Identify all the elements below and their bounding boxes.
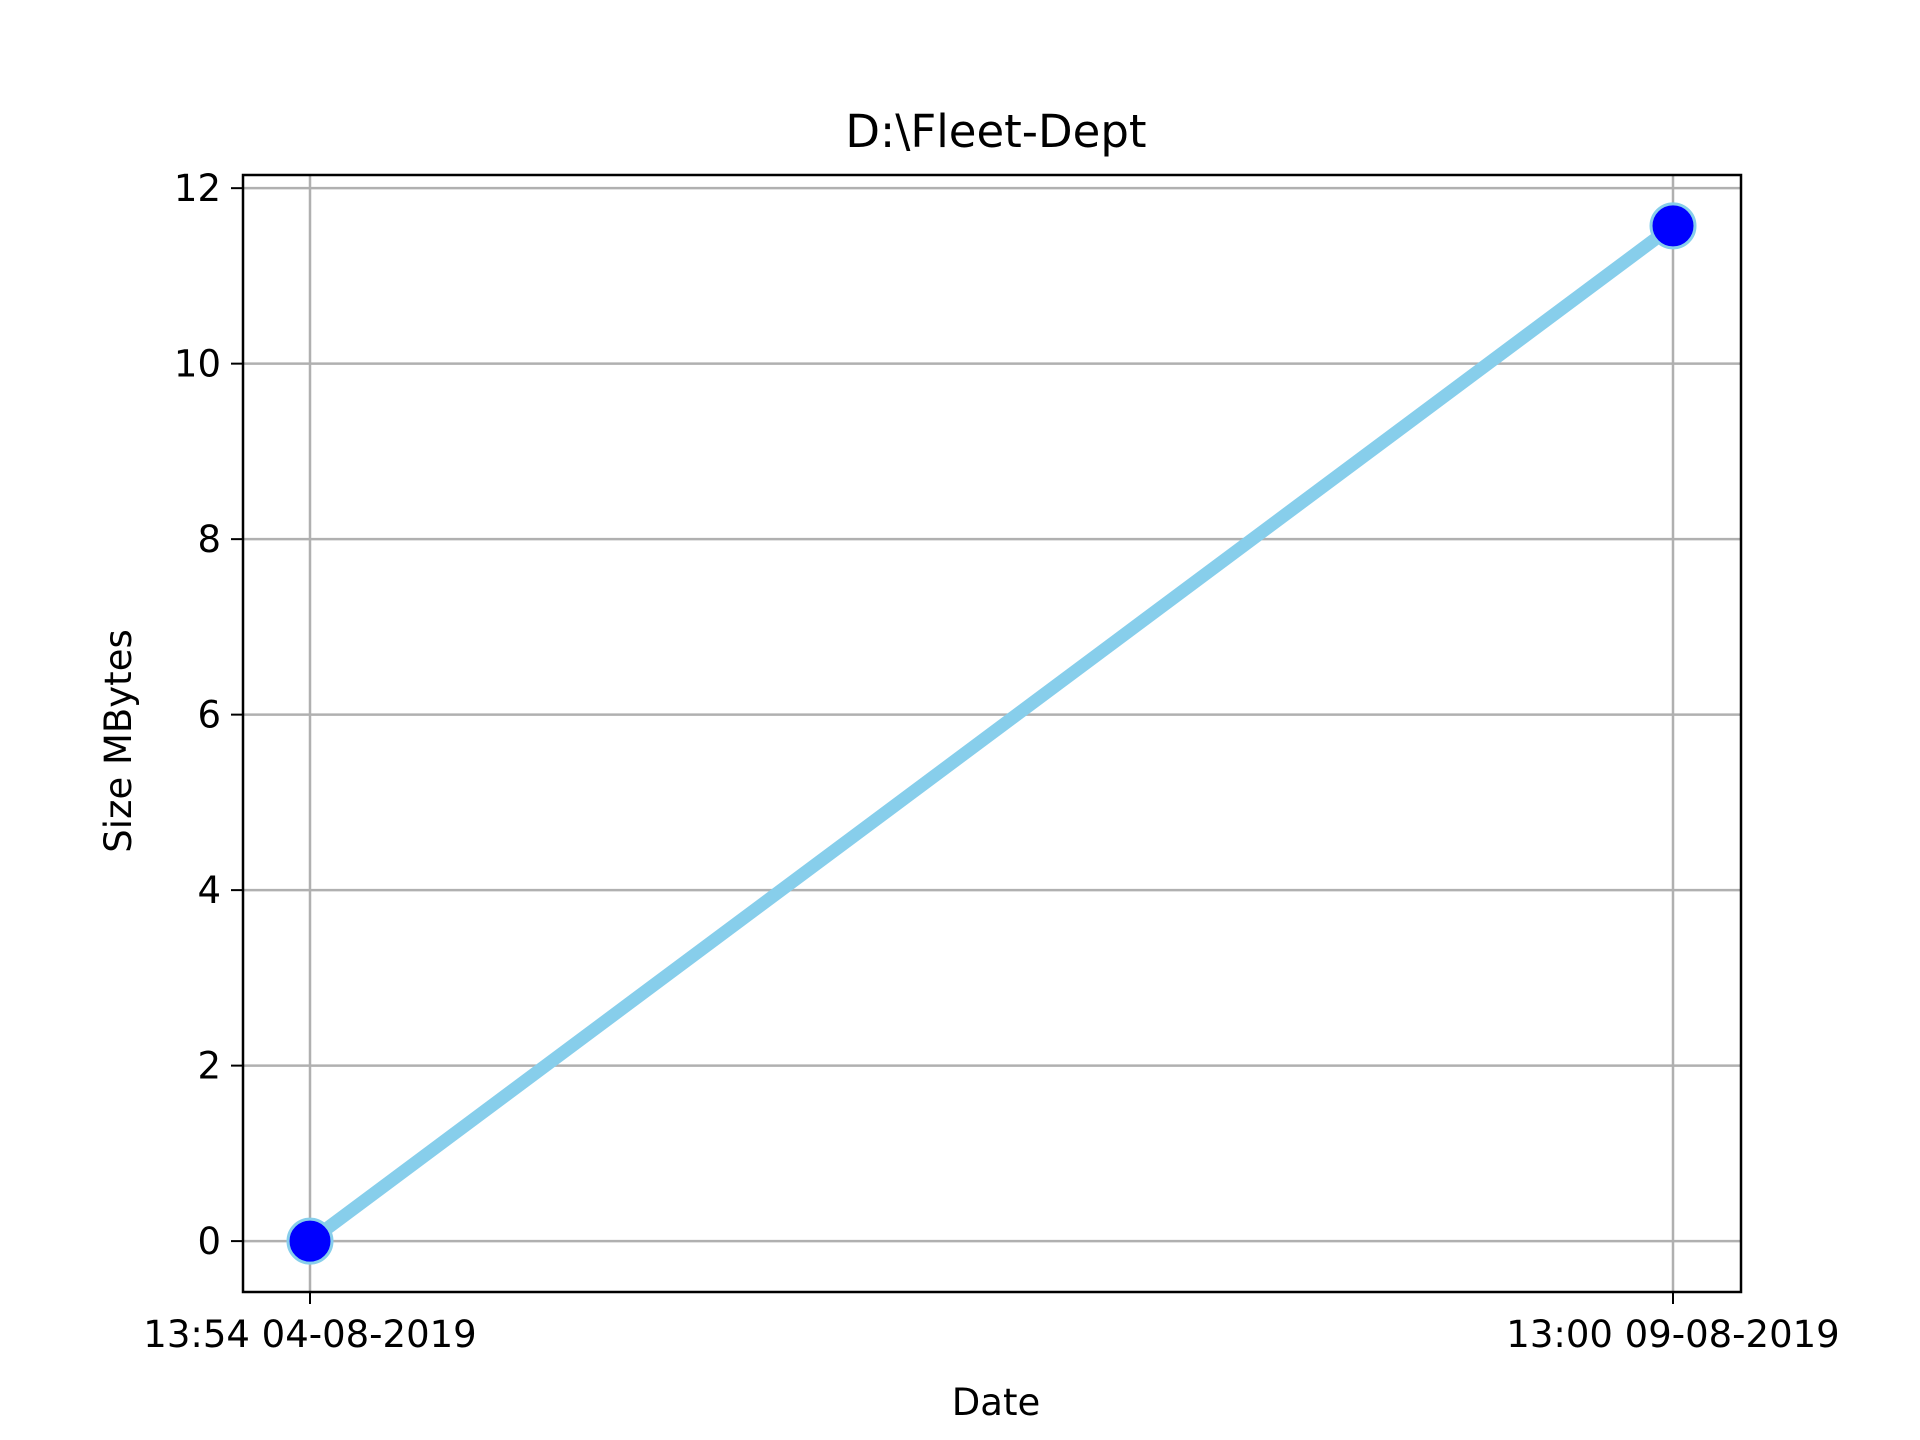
grid [243,175,1741,1292]
y-tick-label: 6 [197,694,221,737]
y-tick-label: 8 [197,518,221,561]
x-axis: 13:54 04-08-2019 13:00 09-08-2019 [143,1292,1840,1356]
plot-frame [241,173,1743,1294]
y-tick-label: 4 [197,869,221,912]
y-tick-label: 2 [197,1045,221,1088]
y-tick-label: 10 [174,343,221,386]
y-tick-label: 0 [197,1220,221,1263]
x-axis-label: Date [952,1381,1040,1424]
y-tick-label: 12 [174,167,221,210]
series-line [303,219,1680,1248]
y-axis: 0 2 4 6 8 10 12 [174,167,243,1263]
data-point [1649,202,1697,250]
x-tick-label: 13:00 09-08-2019 [1506,1313,1839,1356]
y-axis-label: Size MBytes [97,629,140,852]
data-point [286,1217,334,1265]
chart-title: D:\Fleet-Dept [845,105,1146,158]
x-tick-label: 13:54 04-08-2019 [143,1313,476,1356]
plot-area [286,202,1697,1265]
